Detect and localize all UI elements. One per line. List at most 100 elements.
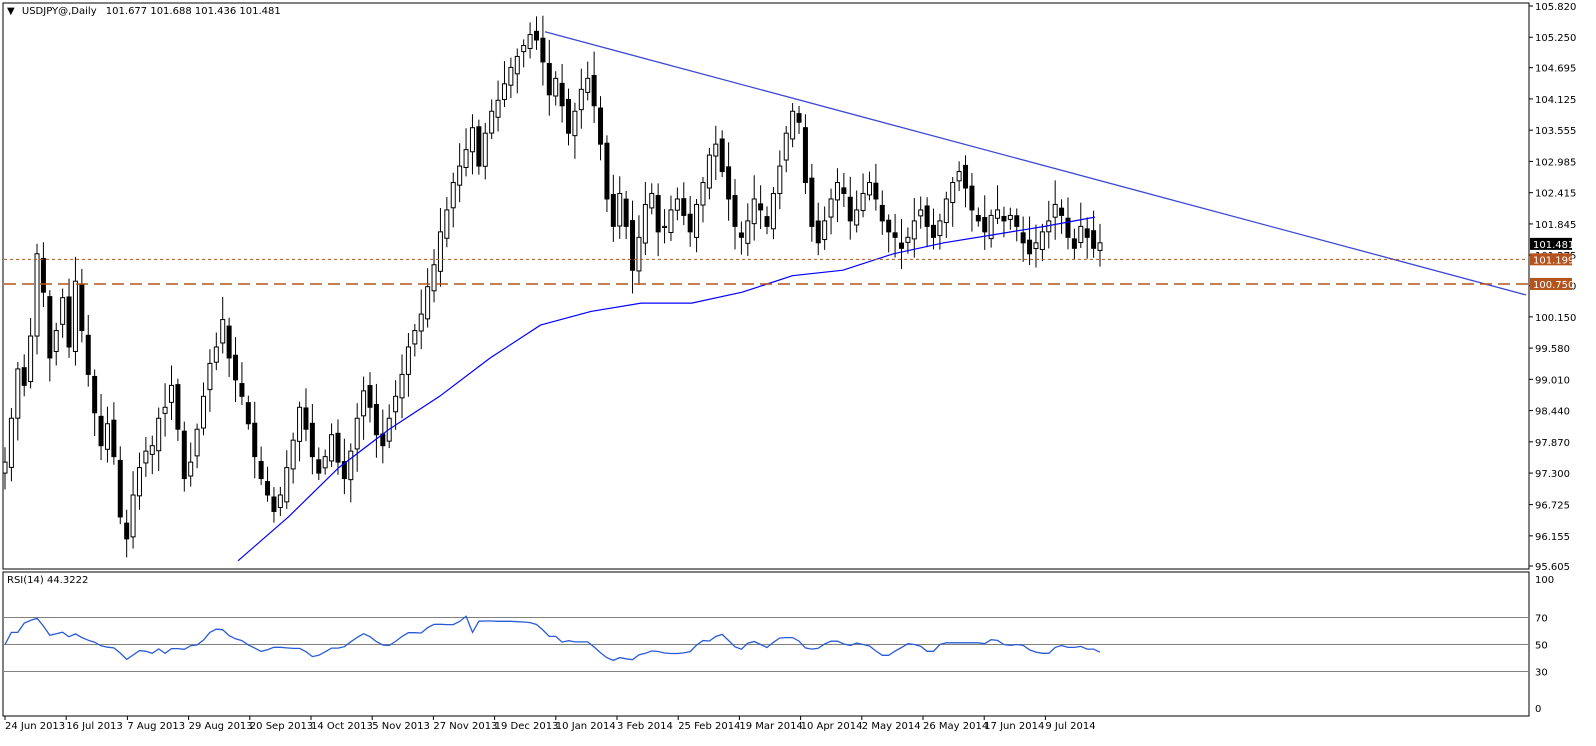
candle-body (1071, 238, 1077, 249)
candle-body (47, 296, 53, 359)
candle-body (495, 99, 501, 118)
candle-body (277, 494, 283, 508)
candle-body (450, 182, 456, 209)
candle-body (911, 220, 917, 240)
candle-body (668, 209, 674, 234)
candle-body (540, 37, 546, 63)
price-tick-label: 99.580 (1535, 344, 1570, 355)
candle-body (322, 456, 328, 469)
candle-body (373, 404, 379, 436)
candle-body (329, 434, 335, 462)
price-tick-label: 104.695 (1535, 64, 1576, 75)
candle-body (412, 330, 418, 345)
rsi-layer (4, 615, 1528, 672)
candle-body (79, 284, 85, 332)
rsi-panel-frame (2, 571, 1530, 717)
price-tick-label: 96.155 (1535, 532, 1570, 543)
candle-body (98, 415, 104, 447)
price-tick-label: 96.725 (1535, 501, 1570, 512)
candle-body (156, 417, 162, 452)
candle-body (21, 367, 27, 386)
candle-body (8, 417, 14, 468)
candle-body (937, 220, 943, 237)
candle-body (604, 142, 610, 200)
candle-body (85, 334, 91, 375)
candle-body (252, 422, 258, 458)
symbol-label: USDJPY@,Daily (22, 6, 97, 17)
candle-body (303, 407, 309, 430)
time-tick-label: 5 Nov 2013 (372, 721, 430, 732)
candle-body (1007, 214, 1013, 220)
candle-body (444, 209, 450, 239)
candle-body (1027, 239, 1033, 255)
candle-body (40, 257, 46, 293)
rsi-axis-label: 100 (1535, 575, 1554, 586)
candle-body (149, 445, 155, 455)
collapse-icon[interactable]: ▼ (7, 6, 15, 17)
time-tick-label: 2 May 2014 (862, 721, 921, 732)
candle-body (886, 219, 892, 233)
time-tick-label: 9 Jul 2014 (1045, 721, 1095, 732)
time-tick-label: 25 Feb 2014 (678, 721, 740, 732)
candle-body (1014, 215, 1020, 227)
candle-body (469, 127, 475, 153)
rsi-axis-label: 70 (1535, 614, 1548, 625)
price-layer (2, 15, 1528, 562)
candle-body (1020, 232, 1026, 244)
candle-body (822, 220, 828, 241)
candle-body (53, 330, 59, 353)
candle-body (764, 216, 770, 227)
support-long-tag-bg (1530, 277, 1572, 290)
candle-body (1084, 228, 1090, 238)
candle-body (995, 209, 1001, 219)
candle-body (866, 182, 872, 196)
candle-body (1097, 242, 1103, 251)
candle-body (527, 34, 533, 50)
candle-body (130, 494, 136, 538)
candle-body (546, 63, 552, 96)
candle-body (34, 253, 40, 337)
time-tick-label: 17 Jun 2014 (984, 721, 1044, 732)
price-tick-label: 100.150 (1535, 313, 1576, 324)
candle-body (617, 192, 623, 227)
candle-body (572, 110, 578, 137)
time-tick-label: 10 Jan 2014 (556, 721, 616, 732)
candle-body (437, 231, 443, 272)
candle-body (649, 192, 655, 209)
price-tick-label: 101.845 (1535, 220, 1576, 231)
candle-body (1059, 207, 1065, 216)
candle-body (892, 232, 898, 238)
support-short-tag-bg (1530, 253, 1572, 266)
candle-body (501, 83, 507, 101)
candle-body (521, 44, 527, 53)
candle-body (553, 77, 559, 97)
candle-body (636, 236, 642, 272)
candle-body (136, 467, 142, 497)
candle-body (367, 385, 373, 408)
candle-body (918, 209, 924, 217)
candle-body (489, 110, 495, 134)
candle-body (943, 198, 949, 224)
candle-body (700, 182, 706, 206)
candle-body (162, 406, 168, 414)
candle-body (316, 459, 322, 474)
candle-body (956, 171, 962, 182)
candle-body (297, 406, 303, 442)
time-tick-label: 19 Dec 2013 (495, 721, 559, 732)
ma200-line (237, 216, 1096, 562)
current-price-tag-bg (1530, 237, 1572, 250)
candle-body (2, 461, 8, 474)
support-short-tag: 101.199 (1533, 255, 1574, 266)
candle-body (1091, 230, 1097, 249)
candle-body (662, 225, 668, 229)
candle-body (777, 165, 783, 195)
candle-body (482, 132, 488, 167)
time-tick-label: 26 May 2014 (923, 721, 988, 732)
candle-body (181, 430, 187, 480)
candle-body (630, 220, 636, 271)
candle-body (738, 232, 744, 238)
candle-body (354, 417, 360, 450)
candle-body (405, 346, 411, 375)
current-price-tag: 101.481 (1533, 240, 1574, 251)
candle-body (265, 481, 271, 496)
